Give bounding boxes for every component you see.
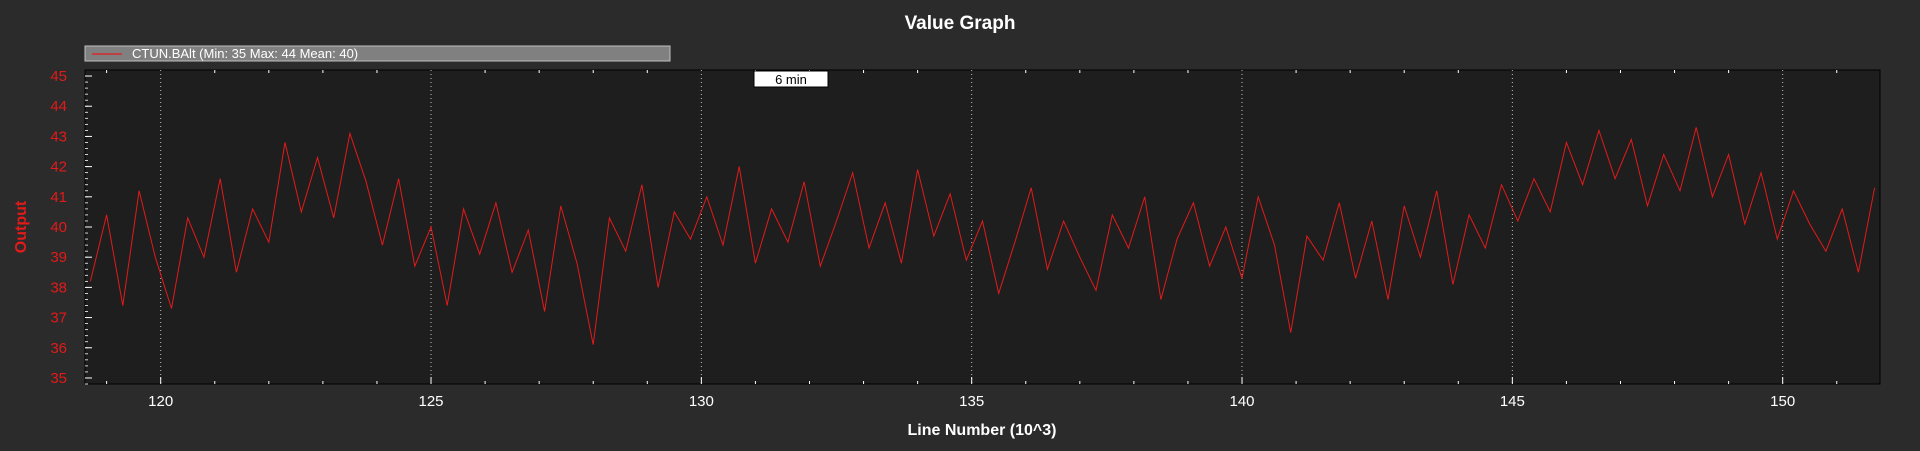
y-tick-label: 43 — [50, 128, 67, 145]
y-tick-label: 41 — [50, 189, 67, 206]
x-tick-label: 120 — [148, 393, 173, 410]
x-tick-label: 125 — [419, 393, 444, 410]
y-tick-label: 35 — [50, 370, 67, 387]
time-annotation: 6 min — [753, 70, 829, 88]
x-axis-title: Line Number (10^3) — [908, 422, 1057, 439]
series-line-ctun-balt — [89, 127, 1876, 345]
y-tick-label: 36 — [50, 340, 67, 357]
time-annotation-box — [753, 70, 829, 88]
plot-area — [84, 69, 1881, 385]
time-annotation-label: 6 min — [775, 72, 807, 87]
y-tick-label: 44 — [50, 98, 67, 115]
y-tick-label: 39 — [50, 249, 67, 266]
x-axis-ticks: 120 125 130 135 140 145 150 — [106, 70, 1838, 410]
legend-entry: CTUN.BAlt (Min: 35 Max: 44 Mean: 40) — [132, 46, 358, 61]
y-tick-label: 42 — [50, 159, 67, 176]
y-tick-label: 37 — [50, 310, 67, 327]
legend[interactable]: CTUN.BAlt (Min: 35 Max: 44 Mean: 40) — [84, 45, 671, 62]
legend-box — [84, 45, 671, 62]
y-axis-ticks: 35 36 37 38 39 40 41 42 43 44 45 — [50, 68, 92, 387]
x-tick-label: 130 — [689, 393, 714, 410]
x-tick-label: 145 — [1500, 393, 1525, 410]
x-tick-label: 135 — [959, 393, 984, 410]
series-group — [89, 127, 1876, 345]
y-tick-label: 40 — [50, 219, 67, 236]
y-tick-label: 45 — [50, 68, 67, 85]
chart-title: Value Graph — [905, 13, 1016, 34]
y-tick-label: 38 — [50, 279, 67, 296]
x-tick-label: 150 — [1770, 393, 1795, 410]
y-axis-title: Output — [13, 200, 30, 253]
x-tick-label: 140 — [1230, 393, 1255, 410]
